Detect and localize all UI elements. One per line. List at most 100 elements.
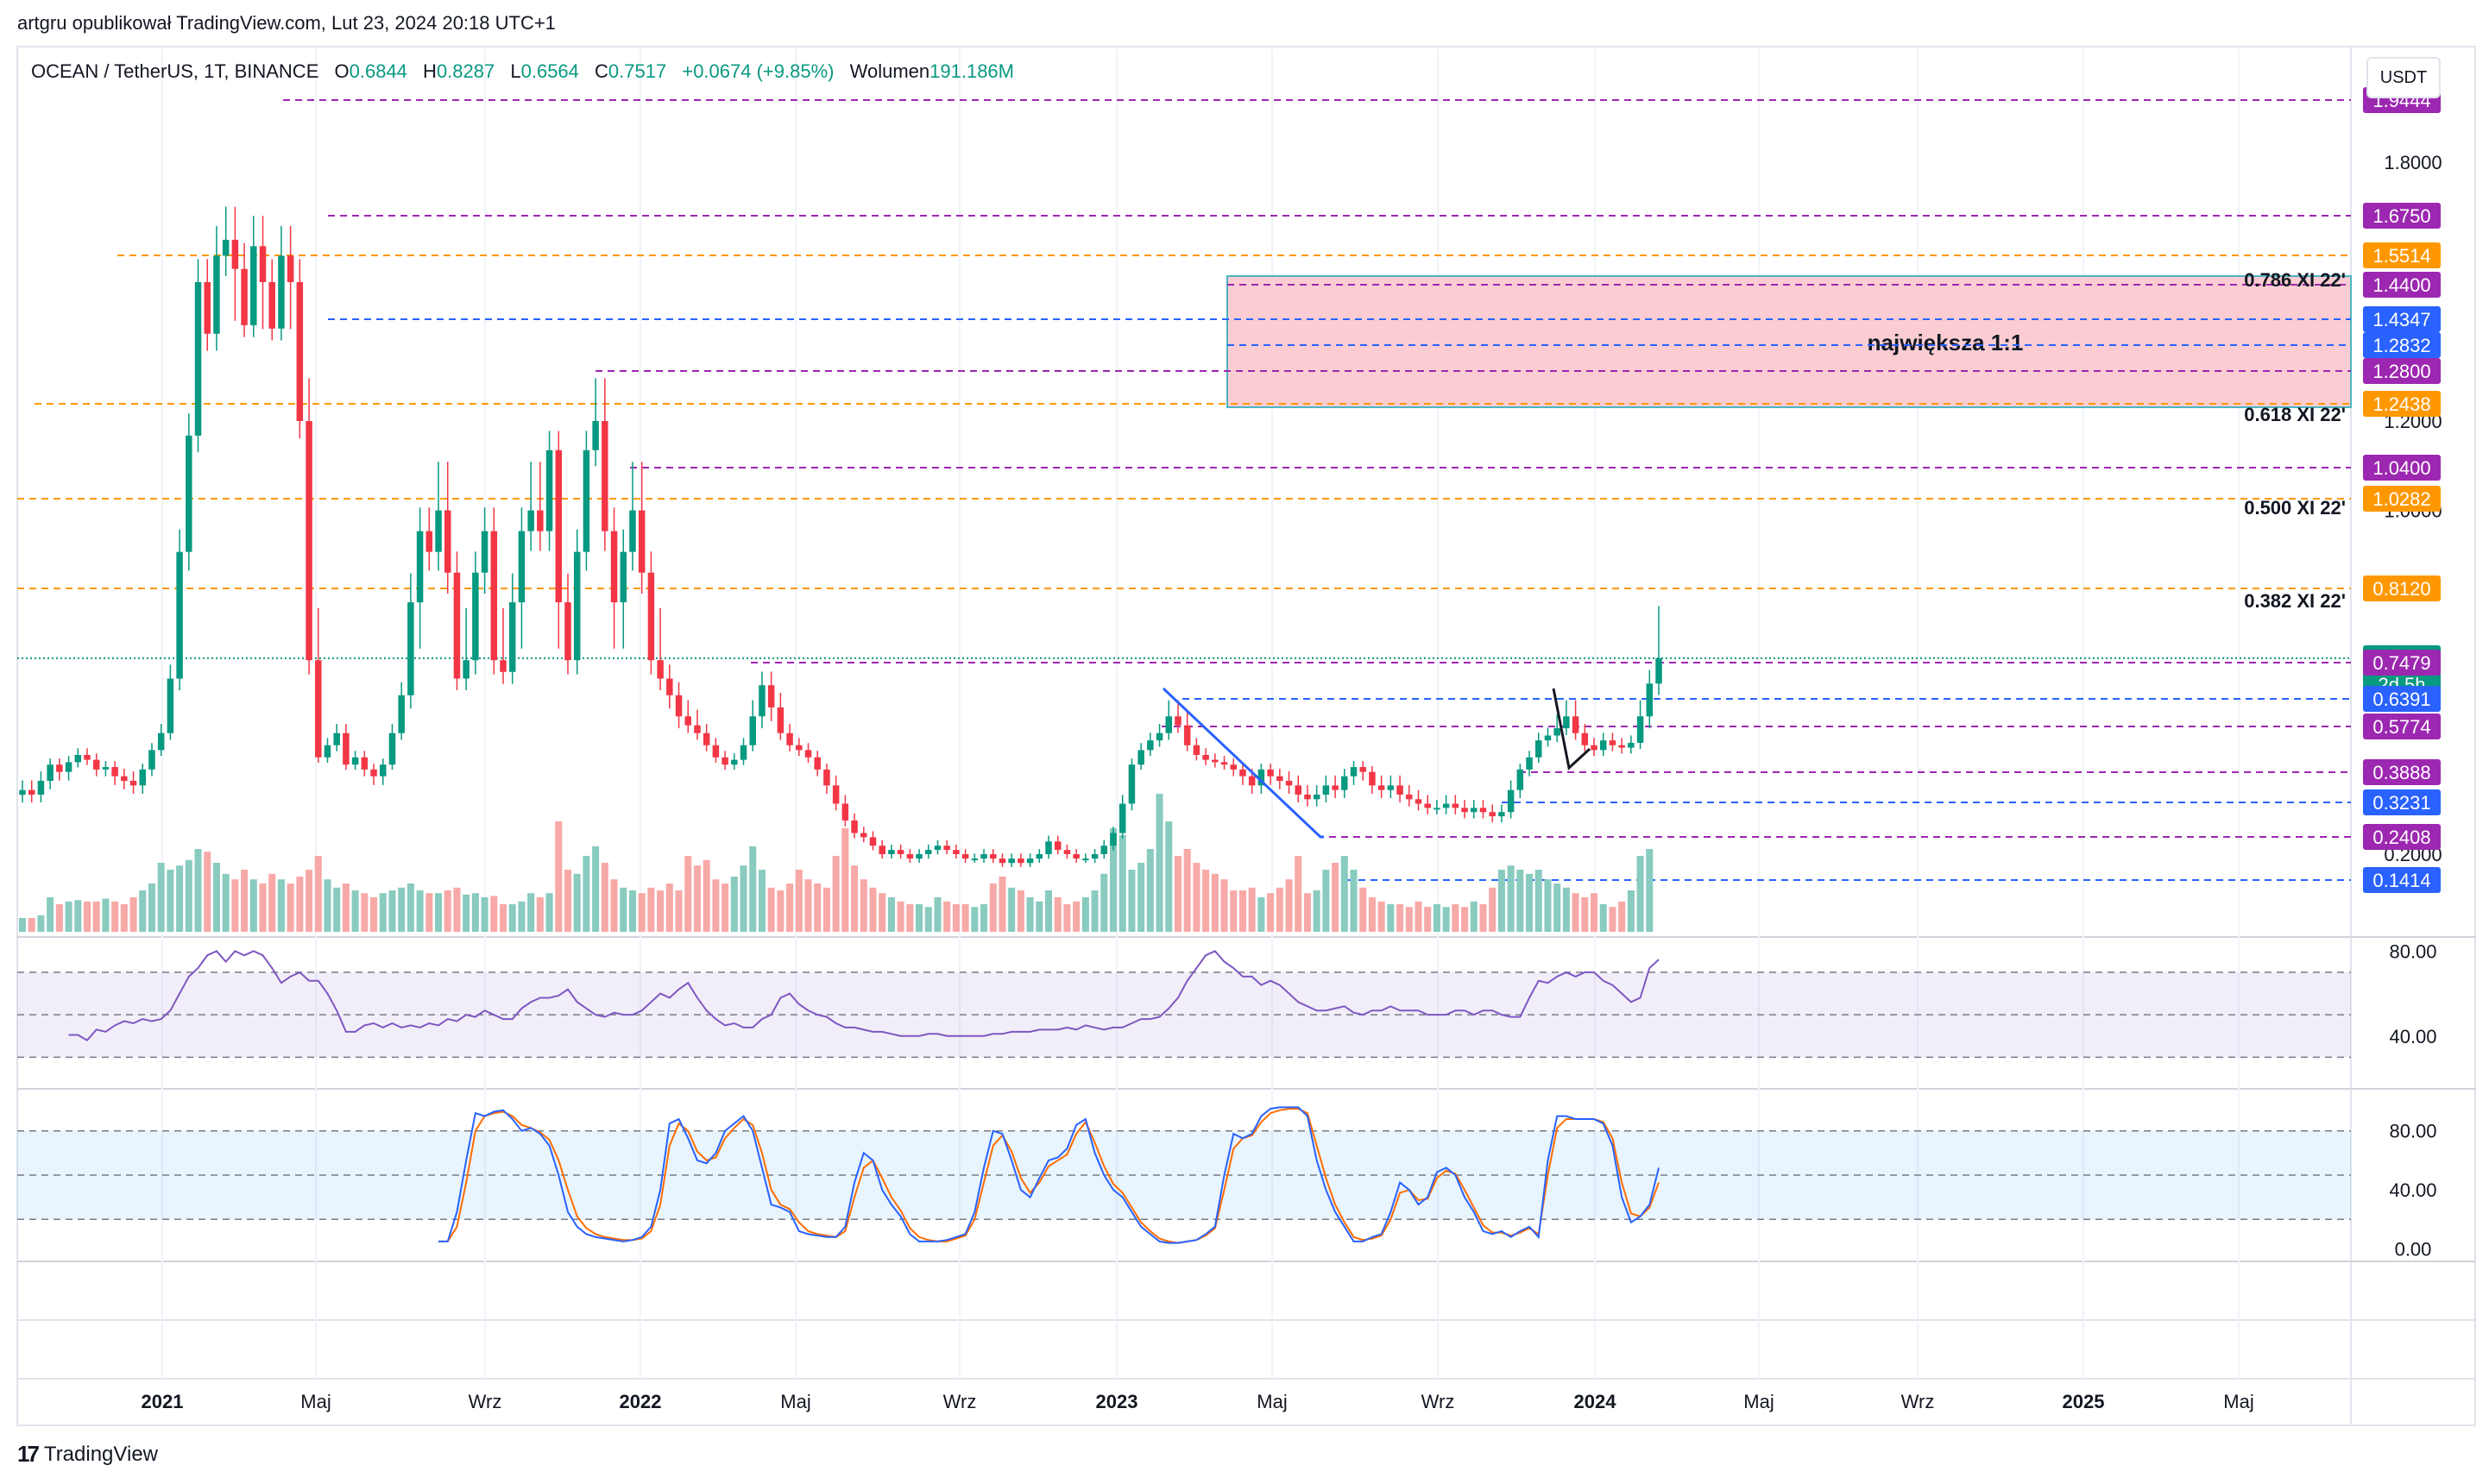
trend-line-drawing	[1162, 687, 1324, 839]
volume-bar	[1313, 890, 1320, 932]
volume-bar	[841, 828, 849, 932]
volume-bar	[102, 898, 110, 932]
candle-body	[1276, 776, 1283, 782]
price-label-text: 1.4347	[2372, 309, 2430, 330]
candle-body	[102, 767, 110, 770]
volume-bar	[74, 900, 82, 932]
price-label-text: 0.2408	[2372, 827, 2430, 848]
drawings	[1162, 687, 1591, 839]
candle-body	[1156, 733, 1163, 741]
volume-bar	[129, 897, 137, 932]
volume-bar	[416, 890, 424, 932]
candle-body	[296, 281, 304, 421]
candle-body	[971, 858, 979, 861]
candle-body	[351, 757, 359, 765]
volume-bar	[1017, 890, 1024, 932]
volume-bar	[425, 893, 433, 932]
volume-bar	[583, 856, 590, 932]
candle-body	[925, 850, 932, 854]
candle-body	[1526, 757, 1533, 770]
candle-body	[278, 255, 285, 329]
stoch-k-line	[438, 1106, 1660, 1244]
low-value: 0.6564	[520, 60, 579, 82]
time-tick-label: Maj	[780, 1391, 810, 1412]
candle-body	[1471, 808, 1478, 813]
candle-body	[916, 854, 923, 859]
volume-bar	[1581, 897, 1589, 932]
volume-bar	[388, 890, 396, 932]
price-label-text: 1.5514	[2372, 245, 2430, 267]
candle-body	[1128, 764, 1136, 804]
candle-body	[851, 820, 858, 833]
volume-bar	[665, 883, 673, 932]
symbol-name[interactable]: OCEAN / TetherUS, 1T, BINANCE	[31, 60, 319, 82]
volume-bar	[518, 901, 526, 932]
volume-bar	[314, 856, 322, 932]
currency-selector[interactable]: USDT	[2366, 57, 2441, 98]
rsi-line	[68, 950, 1660, 1041]
price-label-text: 0.6391	[2372, 689, 2430, 710]
volume-bar	[943, 901, 951, 932]
volume-bar	[18, 918, 27, 932]
candle-body	[361, 757, 369, 770]
candle-body	[500, 660, 507, 672]
volume-bar	[1470, 901, 1478, 932]
candle-body	[343, 733, 350, 765]
volume-bar	[989, 883, 997, 932]
candle-body	[1230, 764, 1238, 770]
time-tick-label: Maj	[1257, 1391, 1287, 1412]
volume-bar	[564, 870, 572, 932]
candle-body	[592, 421, 599, 450]
candle-body	[508, 602, 516, 672]
price-label-text: 1.2832	[2372, 335, 2430, 356]
volume-bar	[1442, 907, 1450, 932]
symbol-legend[interactable]: OCEAN / TetherUS, 1T, BINANCE O0.6844 H0…	[31, 60, 1014, 83]
volume-bar	[961, 904, 969, 932]
fib-level-label: 0.382 XI 22'	[2244, 590, 2346, 612]
volume-bar	[980, 904, 988, 932]
volume-bar	[804, 879, 812, 932]
price-label-box	[2363, 358, 2441, 384]
volume-bar	[379, 893, 387, 932]
tradingview-logo[interactable]: 17 TradingView	[17, 1441, 158, 1468]
price-label-text: 0.5774	[2372, 716, 2430, 738]
volume-bar	[1303, 893, 1311, 932]
stoch-tick-label: 0.00	[2395, 1238, 2432, 1260]
volume-bar	[287, 883, 294, 932]
candle-body	[777, 707, 785, 733]
candle-body	[1091, 854, 1099, 859]
candle-body	[1026, 858, 1034, 864]
volume-bar	[887, 897, 895, 932]
candle-body	[527, 510, 534, 531]
price-label-box	[2363, 306, 2441, 332]
time-tick-label: Maj	[300, 1391, 331, 1412]
fib-level-label: 0.618 XI 22'	[2244, 404, 2346, 425]
volume-bar	[481, 897, 488, 932]
target-zone-rect	[1226, 275, 2352, 408]
volume-bar	[1526, 873, 1534, 932]
price-label-text: 0.3231	[2372, 792, 2430, 814]
volume-bar	[83, 901, 91, 932]
candle-body	[65, 762, 72, 772]
time-tick-label: Maj	[2223, 1391, 2253, 1412]
volume-bar	[222, 873, 230, 932]
price-label-text: 1.2800	[2372, 361, 2430, 382]
candle-body	[564, 602, 571, 661]
candle-body	[879, 846, 885, 854]
volume-bar	[610, 879, 618, 932]
volume-bar	[47, 897, 54, 932]
candle-body	[943, 846, 950, 851]
volume-bar	[1396, 904, 1404, 932]
candle-body	[1359, 767, 1366, 772]
candle-body	[1387, 785, 1395, 790]
volume-bar	[406, 883, 414, 932]
candle-body	[823, 769, 830, 786]
price-label-box	[2363, 486, 2441, 512]
volume-bar	[1026, 897, 1034, 932]
price-label-box	[2363, 650, 2441, 676]
time-tick-label: Maj	[1743, 1391, 1774, 1412]
volume-bar	[148, 883, 155, 932]
candle-body	[1008, 858, 1015, 864]
candle-body	[1147, 740, 1154, 751]
